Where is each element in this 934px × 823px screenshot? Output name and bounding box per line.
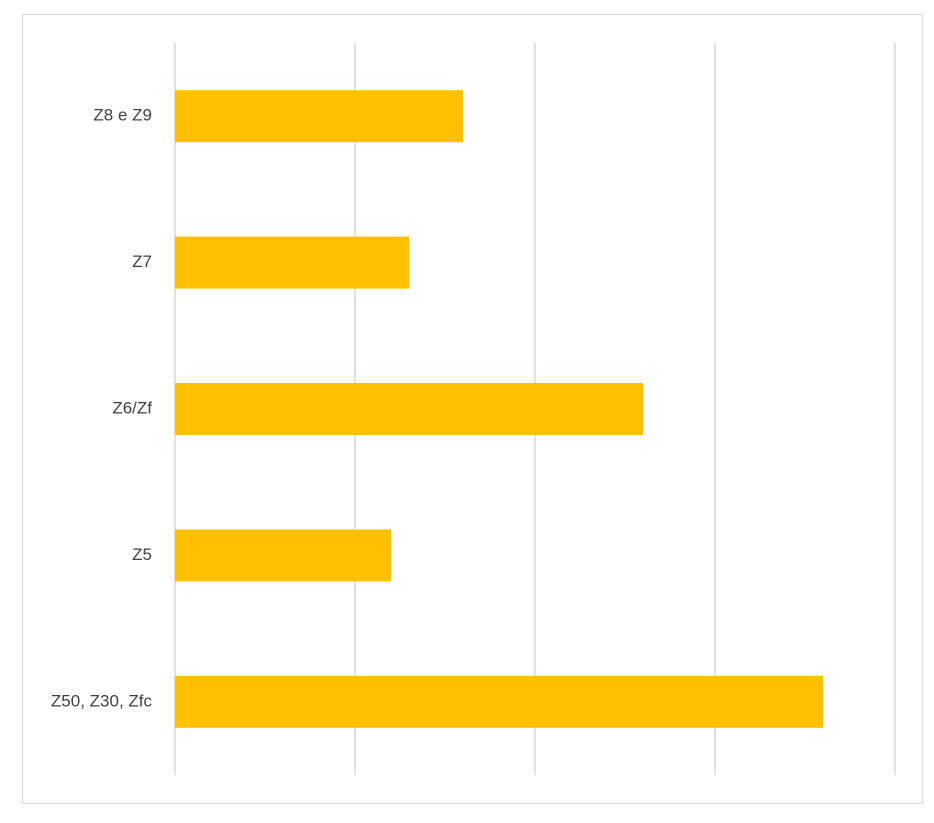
y-tick-label: Z7 — [132, 252, 152, 271]
y-tick-label: Z8 e Z9 — [93, 106, 152, 125]
y-tick-label: Z50, Z30, Zfc — [51, 691, 153, 710]
bar — [175, 529, 391, 582]
bar — [175, 675, 823, 728]
bar — [175, 383, 643, 435]
bar — [175, 236, 409, 289]
y-tick-label: Z5 — [132, 545, 152, 564]
bar — [175, 90, 463, 143]
y-tick-label: Z6/Zf — [112, 398, 152, 417]
